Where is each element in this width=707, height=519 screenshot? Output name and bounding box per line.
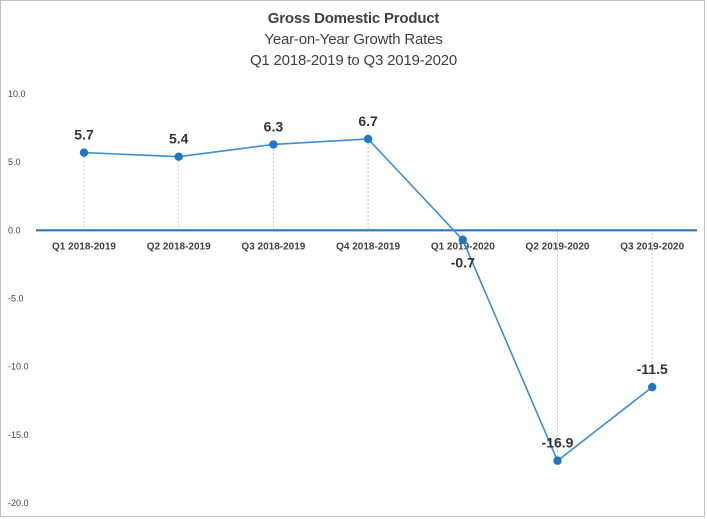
y-tick-label-6: -15.0 [8,430,29,440]
x-tick-label-5: Q1 2019-2020 [431,241,495,252]
y-tick-label-4: -5.0 [8,294,24,304]
x-tick-label-1: Q1 2018-2019 [52,241,116,252]
x-tick-label-4: Q4 2018-2019 [336,241,400,252]
data-point-6 [553,456,562,465]
x-tick-label-3: Q3 2018-2019 [241,241,305,252]
chart-subtitle-line-2: Q1 2018-2019 to Q3 2019-2020 [249,52,458,69]
y-tick-label-3: 0.0 [8,225,21,235]
drop-lines [83,138,653,461]
y-tick-label-5: -10.0 [8,362,29,372]
y-tick-label-1: 10.0 [8,89,26,99]
y-axis-ticks: 10.0 5.0 0.0 -5.0 -10.0 -15.0 -20.0 [8,89,29,508]
data-points [79,134,657,465]
data-label-3: 6.3 [264,118,284,134]
y-tick-label-7: -20.0 [8,498,29,508]
data-label-5: -0.7 [451,254,475,270]
y-tick-label-2: 5.0 [8,157,21,167]
data-labels: 5.7 5.4 6.3 6.7 -0.7 -16.9 -11.5 [74,113,668,451]
data-label-4: 6.7 [358,113,378,129]
x-tick-label-2: Q2 2018-2019 [147,241,211,252]
data-point-2 [174,152,183,161]
chart-title-block: Gross Domestic Product Year-on-Year Grow… [0,8,707,71]
x-tick-label-7: Q3 2019-2020 [620,241,684,252]
chart-subtitle-line-1: Year-on-Year Growth Rates [264,31,443,48]
x-tick-label-6: Q2 2019-2020 [526,241,590,252]
data-point-5 [458,235,467,245]
chart-title: Gross Domestic Product [267,10,440,27]
data-label-1: 5.7 [74,127,94,143]
data-label-7: -11.5 [637,361,668,377]
data-point-7 [648,382,657,392]
data-point-1 [79,148,89,157]
data-label-6: -16.9 [542,435,574,451]
data-label-2: 5.4 [169,131,189,147]
data-point-4 [363,134,373,144]
data-point-3 [269,140,278,149]
x-axis-ticks: Q1 2018-2019 Q2 2018-2019 Q3 2018-2019 Q4 2… [52,241,685,252]
